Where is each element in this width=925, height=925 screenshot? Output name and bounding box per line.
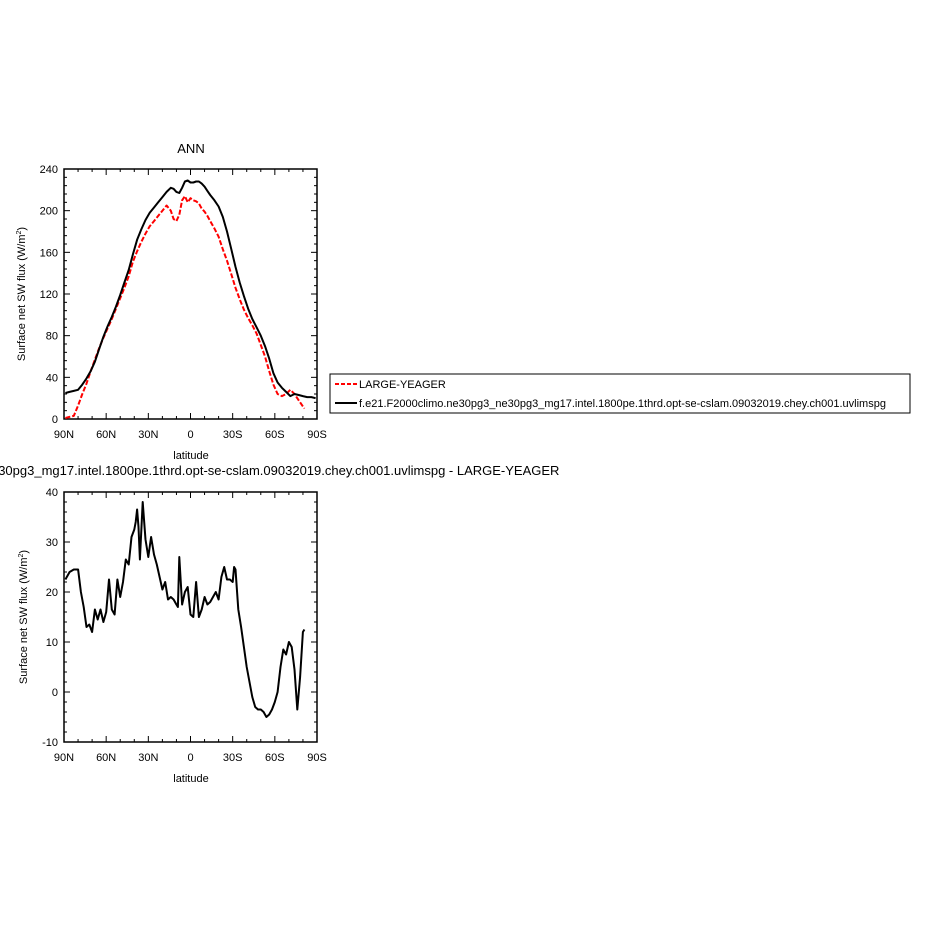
series-line-1 bbox=[65, 179, 316, 400]
x-tick-label: 30N bbox=[138, 429, 158, 441]
y-tick-label: 40 bbox=[46, 372, 58, 384]
x-tick-label: 30N bbox=[138, 752, 158, 764]
series-line-0 bbox=[64, 501, 306, 718]
legend-label-model: f.e21.F2000climo.ne30pg3_ne30pg3_mg17.in… bbox=[359, 398, 886, 410]
x-tick-label: 0 bbox=[187, 752, 193, 764]
y-axis-unit-sup: 2 bbox=[16, 231, 23, 235]
y-axis-unit-sup: 2 bbox=[18, 554, 25, 558]
y-axis-unit-close: ) bbox=[18, 550, 30, 554]
plot-frame bbox=[63, 168, 318, 420]
y-axis-label-text: Surface net SW flux bbox=[16, 263, 28, 361]
axis-ticks: 90N 60N 30N 0 30S 60S 90S 0 40 80 120 160 200 240 bbox=[40, 164, 327, 441]
y-tick-label: 160 bbox=[40, 247, 58, 259]
y-axis-unit-close: ) bbox=[16, 227, 28, 231]
y-tick-label: 80 bbox=[46, 331, 58, 343]
y-axis-label: Surface net SW flux (W/m2) bbox=[18, 550, 30, 684]
y-axis-label-text: Surface net SW flux bbox=[18, 586, 30, 684]
x-tick-label: 60S bbox=[265, 752, 285, 764]
legend-box bbox=[329, 373, 911, 414]
y-tick-label: 240 bbox=[40, 164, 58, 176]
legend: LARGE-YEAGER f.e21.F2000climo.ne30pg3_ne… bbox=[329, 373, 911, 414]
legend-label-large-yeager: LARGE-YEAGER bbox=[359, 379, 446, 391]
chart-title: ANN bbox=[177, 141, 204, 156]
y-tick-label: 120 bbox=[40, 289, 58, 301]
y-tick-label: 40 bbox=[46, 487, 58, 499]
series-line-0 bbox=[65, 195, 306, 419]
y-axis-label: Surface net SW flux (W/m2) bbox=[16, 227, 28, 361]
axis-ticks: 90N 60N 30N 0 30S 60S 90S -10 0 10 20 30 40 bbox=[42, 487, 327, 764]
chart-title: f.e21.F2000climo.ne30pg3_ne30pg3_mg17.in… bbox=[0, 463, 559, 478]
y-tick-label: 0 bbox=[52, 414, 58, 426]
x-tick-label: 60N bbox=[96, 752, 116, 764]
x-tick-label: 0 bbox=[187, 429, 193, 441]
y-tick-label: -10 bbox=[42, 737, 58, 749]
y-tick-label: 200 bbox=[40, 206, 58, 218]
y-axis-unit: (W/m bbox=[16, 235, 28, 261]
x-axis-label: latitude bbox=[173, 773, 208, 785]
x-tick-label: 60S bbox=[265, 429, 285, 441]
x-tick-label: 30S bbox=[223, 752, 243, 764]
annual-mean-panel: ANN 90N 60N 30N 0 30S 60S 90S 0 40 80 120 160 200 240… bbox=[16, 141, 327, 462]
series-group bbox=[64, 501, 306, 718]
y-tick-label: 20 bbox=[46, 587, 58, 599]
x-tick-label: 90S bbox=[307, 429, 327, 441]
series-group bbox=[65, 179, 316, 419]
x-tick-label: 30S bbox=[223, 429, 243, 441]
x-axis-label: latitude bbox=[173, 450, 208, 462]
y-axis-unit: (W/m bbox=[18, 558, 30, 584]
x-tick-label: 90S bbox=[307, 752, 327, 764]
x-tick-label: 90N bbox=[54, 429, 74, 441]
difference-panel: f.e21.F2000climo.ne30pg3_ne30pg3_mg17.in… bbox=[0, 463, 559, 785]
y-tick-label: 30 bbox=[46, 537, 58, 549]
y-tick-label: 0 bbox=[52, 687, 58, 699]
x-tick-label: 60N bbox=[96, 429, 116, 441]
y-tick-label: 10 bbox=[46, 637, 58, 649]
x-tick-label: 90N bbox=[54, 752, 74, 764]
